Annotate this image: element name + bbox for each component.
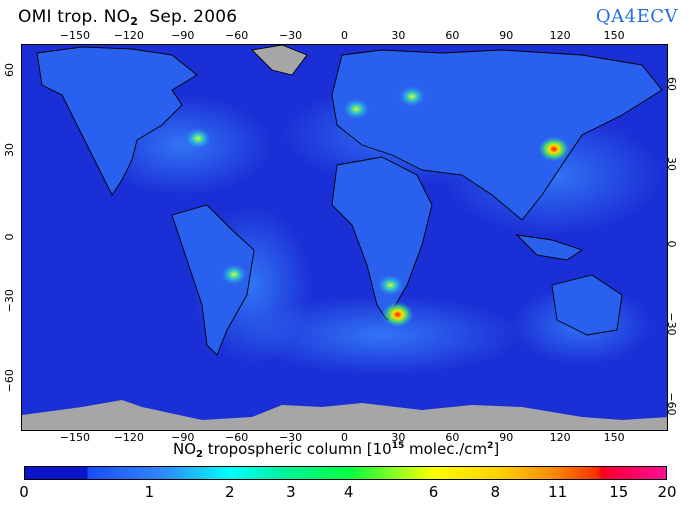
- label-main: tropospheric column [10: [203, 440, 392, 458]
- brand-logo: QA4ECV: [595, 6, 678, 27]
- title-prefix: OMI trop. NO: [18, 7, 131, 27]
- x-tick-label: 120: [549, 29, 571, 42]
- colorbar-tick-label: 2: [224, 483, 235, 501]
- y-tick-label: 0: [3, 233, 16, 241]
- x-tick-label: −90: [171, 431, 195, 444]
- colorbar-tick-label: 6: [428, 483, 439, 501]
- y-tick-label: −30: [3, 289, 16, 313]
- hotspot-benelux-ruhr: [343, 98, 370, 120]
- x-tick-label: 90: [499, 431, 514, 444]
- y-tick-label: 0: [665, 240, 678, 248]
- y-tick-label: −30: [665, 312, 678, 336]
- x-tick-label: −60: [225, 431, 249, 444]
- hotspot-eastern-us: [185, 128, 212, 149]
- x-tick-label: 30: [391, 29, 406, 42]
- continents: [36, 45, 663, 356]
- no2-map: [21, 44, 668, 431]
- x-tick-label: 0: [341, 29, 348, 42]
- label-sub: 2: [196, 449, 203, 460]
- x-tick-label: −30: [278, 29, 303, 42]
- antarctica-no-data: [22, 400, 667, 430]
- y-tick-label: 60: [3, 63, 16, 78]
- y-tick-label: −60: [3, 369, 16, 393]
- colorbar: [24, 466, 667, 480]
- x-tick-label: −150: [59, 29, 91, 42]
- y-tick-label: 30: [665, 157, 678, 172]
- hotspot-highveld: [381, 301, 414, 328]
- colorbar-tick-label: 11: [548, 483, 568, 501]
- x-tick-label: −120: [113, 431, 144, 444]
- plot-title: OMI trop. NO2 Sep. 2006: [18, 7, 237, 28]
- x-tick-label: 90: [499, 29, 514, 42]
- hotspot-southern-africa-burning: [377, 274, 404, 296]
- y-tick-label: 60: [665, 77, 678, 92]
- colorbar-tick-label: 20: [657, 483, 677, 501]
- x-tick-label: 150: [603, 431, 625, 444]
- title-date: Sep. 2006: [149, 7, 238, 27]
- x-tick-label: −150: [59, 431, 91, 444]
- label-sup: 15: [391, 441, 405, 451]
- x-tick-label: −60: [225, 29, 249, 42]
- map-canvas: [22, 45, 667, 430]
- label-end: ]: [493, 440, 500, 458]
- x-tick-label: −120: [113, 29, 144, 42]
- y-tick-label: −60: [665, 392, 678, 416]
- hotspots: [185, 86, 570, 328]
- colorbar-tick-label: 0: [19, 483, 29, 501]
- colorbar-tick-label: 8: [490, 483, 501, 501]
- x-tick-label: 60: [445, 29, 460, 42]
- colorbar-label: NO2 tropospheric column [1015 molec./cm2…: [173, 440, 499, 460]
- hotspot-amazon-biomass-burning: [221, 264, 248, 285]
- colorbar-tick-label: 15: [609, 483, 629, 501]
- colorbar-tick-label: 3: [286, 483, 296, 501]
- label-prefix: NO: [173, 440, 197, 458]
- colorbar-tick-label: 1: [144, 483, 155, 501]
- x-tick-label: 0: [341, 431, 348, 444]
- x-tick-label: −30: [278, 431, 303, 444]
- x-tick-label: −90: [171, 29, 195, 42]
- y-tick-label: 30: [3, 143, 16, 158]
- label-unit: molec./cm: [404, 440, 488, 458]
- x-tick-label: 60: [445, 431, 460, 444]
- x-tick-label: 150: [603, 29, 625, 42]
- title-subscript: 2: [130, 15, 139, 28]
- x-tick-label: 120: [549, 431, 571, 444]
- x-tick-label: 30: [391, 431, 406, 444]
- hotspot-north-china-plain: [537, 136, 570, 162]
- colorbar-tick-label: 4: [343, 483, 354, 501]
- label-sup2: 2: [487, 441, 494, 451]
- hotspot-moscow: [398, 86, 425, 107]
